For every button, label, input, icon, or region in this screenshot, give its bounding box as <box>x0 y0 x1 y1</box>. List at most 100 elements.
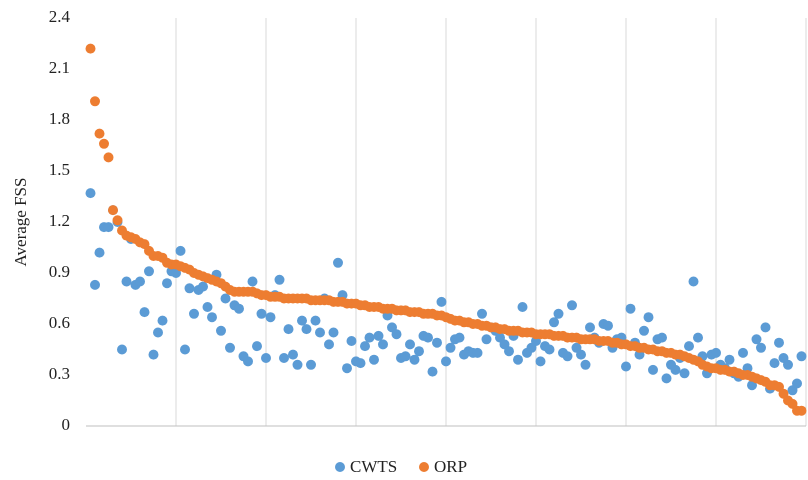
point <box>684 341 694 352</box>
point <box>247 276 258 287</box>
point <box>567 300 577 311</box>
point <box>202 302 213 312</box>
point <box>292 359 303 370</box>
point <box>112 215 123 226</box>
point <box>103 222 114 233</box>
point <box>121 276 132 287</box>
y-tick-label: 0.3 <box>49 364 70 383</box>
point <box>333 257 343 268</box>
point <box>504 346 514 357</box>
point <box>414 346 424 357</box>
point <box>535 356 546 367</box>
point <box>405 339 415 350</box>
point <box>324 339 334 350</box>
point <box>220 293 231 304</box>
point <box>355 358 366 369</box>
legend-marker <box>335 462 345 472</box>
point <box>301 324 312 335</box>
point <box>274 274 285 285</box>
point <box>252 341 262 352</box>
y-tick-label: 0.6 <box>49 313 70 332</box>
legend-label: ORP <box>434 457 467 476</box>
point <box>441 356 451 367</box>
point <box>144 266 154 277</box>
point <box>625 303 636 314</box>
point <box>306 359 316 370</box>
y-axis-label: Average FSS <box>11 178 30 267</box>
point <box>724 354 735 365</box>
point <box>288 349 298 360</box>
point <box>189 308 199 319</box>
point <box>207 312 217 323</box>
point <box>153 327 163 338</box>
point <box>279 353 289 363</box>
point <box>198 281 208 292</box>
point <box>517 302 528 312</box>
point <box>756 342 766 353</box>
point <box>184 283 195 294</box>
point <box>108 205 118 216</box>
point <box>648 364 658 375</box>
y-tick-label: 1.8 <box>49 109 70 128</box>
point <box>400 351 411 362</box>
point <box>90 96 100 107</box>
point <box>409 354 420 365</box>
point <box>94 247 105 258</box>
point <box>283 324 294 335</box>
point <box>162 278 172 289</box>
point <box>760 322 771 333</box>
point <box>544 344 555 355</box>
point <box>423 332 433 343</box>
point <box>265 312 276 323</box>
point <box>481 334 492 345</box>
point <box>148 349 159 360</box>
point <box>783 359 793 370</box>
point <box>135 276 145 287</box>
legend-marker <box>419 462 429 472</box>
point <box>432 337 442 348</box>
point <box>738 347 748 358</box>
point <box>346 336 357 346</box>
point <box>436 296 447 307</box>
y-tick-label: 0 <box>62 415 71 434</box>
point <box>103 152 114 163</box>
point <box>657 332 667 343</box>
point <box>580 359 591 370</box>
point <box>751 334 762 345</box>
point <box>711 347 721 358</box>
point <box>427 366 438 377</box>
point <box>562 351 573 362</box>
point <box>693 332 703 343</box>
point <box>378 339 388 350</box>
point <box>549 317 559 328</box>
point <box>688 276 699 287</box>
point <box>796 351 807 362</box>
point <box>603 320 613 331</box>
point <box>477 308 487 319</box>
point <box>670 364 681 375</box>
point <box>328 327 339 338</box>
point <box>792 378 802 389</box>
point <box>90 279 100 290</box>
point <box>175 245 186 256</box>
point <box>315 327 325 338</box>
y-tick-label: 1.2 <box>49 211 70 230</box>
point <box>310 315 321 326</box>
point <box>297 315 307 326</box>
point <box>157 315 168 326</box>
point <box>243 356 253 367</box>
point <box>454 332 465 343</box>
point <box>796 405 807 416</box>
y-tick-label: 2.4 <box>49 7 71 26</box>
point <box>643 312 654 323</box>
point <box>576 349 586 360</box>
point <box>139 307 150 318</box>
point <box>472 347 483 358</box>
point <box>234 303 244 314</box>
point <box>679 368 690 379</box>
point <box>85 188 96 199</box>
point <box>774 337 784 348</box>
y-tick-label: 0.9 <box>49 262 70 281</box>
y-tick-label: 2.1 <box>49 58 70 77</box>
point <box>342 363 352 374</box>
